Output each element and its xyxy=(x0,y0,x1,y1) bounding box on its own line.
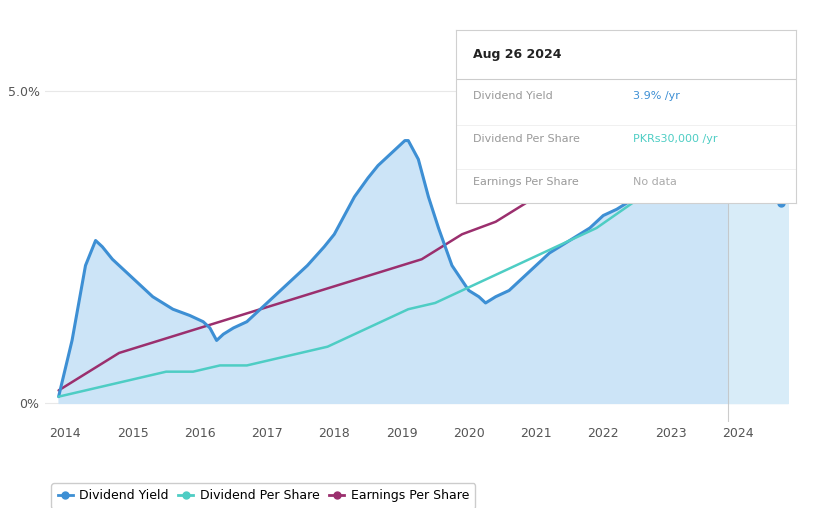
Text: Past: Past xyxy=(731,121,755,135)
Text: No data: No data xyxy=(633,177,677,187)
Text: Aug 26 2024: Aug 26 2024 xyxy=(473,48,562,61)
Text: Dividend Yield: Dividend Yield xyxy=(473,91,553,101)
Text: PKRs30,000 /yr: PKRs30,000 /yr xyxy=(633,134,718,144)
Text: Earnings Per Share: Earnings Per Share xyxy=(473,177,579,187)
Text: 3.9% /yr: 3.9% /yr xyxy=(633,91,680,101)
Text: Dividend Per Share: Dividend Per Share xyxy=(473,134,580,144)
Legend: Dividend Yield, Dividend Per Share, Earnings Per Share: Dividend Yield, Dividend Per Share, Earn… xyxy=(52,483,475,508)
